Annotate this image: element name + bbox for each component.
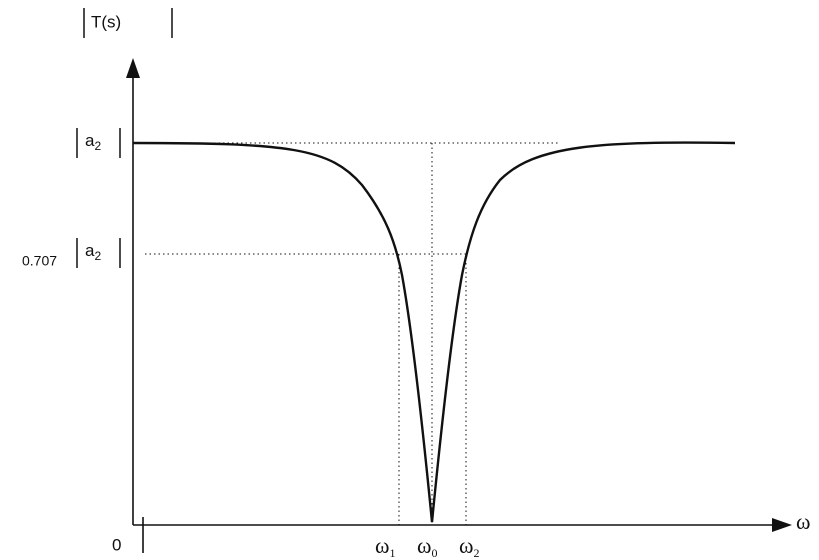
symbol: a <box>85 241 95 260</box>
subscript: 2 <box>94 139 101 153</box>
y-arrow <box>126 58 140 78</box>
level-coefficient: 0.707 <box>22 253 57 269</box>
subscript: 2 <box>473 546 479 560</box>
symbol: ω <box>459 533 473 558</box>
symbol: ω <box>417 533 431 558</box>
x-axis-label: ω <box>796 509 810 534</box>
level-label: a2 <box>85 131 101 153</box>
origin-label: 0 <box>112 535 121 554</box>
symbol: ω <box>375 533 389 558</box>
symbol: a <box>85 131 95 150</box>
subscript: 1 <box>389 546 395 560</box>
frequency-label: ω0 <box>417 533 437 560</box>
level-label: a2 <box>85 241 101 263</box>
response-curve <box>132 141 736 523</box>
subscript: 2 <box>94 249 101 263</box>
frequency-label: ω1 <box>375 533 395 560</box>
y-axis-label: T(s) <box>91 12 121 31</box>
subscript: 0 <box>431 546 437 560</box>
x-arrow <box>772 518 792 532</box>
frequency-label: ω2 <box>459 533 479 560</box>
